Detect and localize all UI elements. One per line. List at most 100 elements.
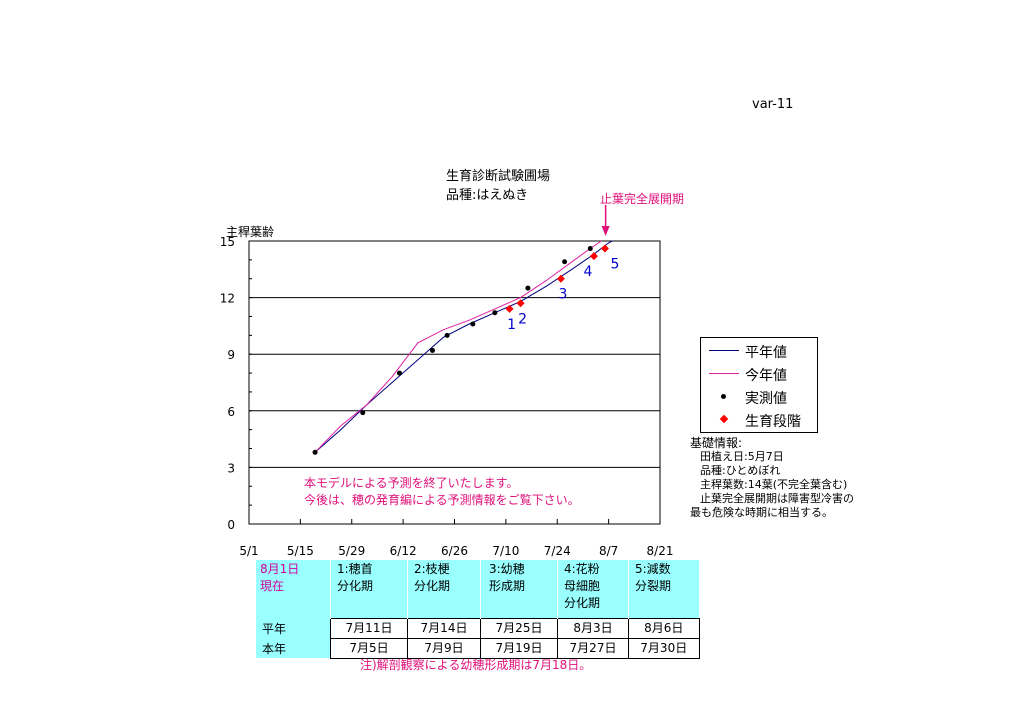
stage-header-text: 5:減数 xyxy=(635,562,671,576)
stage-label: 4 xyxy=(583,264,592,280)
stage-header-text: 母細胞 xyxy=(564,579,601,593)
stage-header-text: 形成期 xyxy=(489,579,526,593)
legend-label: 今年値 xyxy=(745,368,787,384)
legend-line-icon xyxy=(709,350,739,351)
measured-point xyxy=(312,449,318,455)
measured-point xyxy=(525,285,531,291)
measured-point xyxy=(562,259,568,265)
table-cell: 7月25日 xyxy=(480,617,558,639)
flag-leaf-annotation: 止葉完全展開期 xyxy=(600,192,685,206)
stage-point xyxy=(600,244,609,253)
y-tick-label: 9 xyxy=(227,348,235,362)
table-cell: 7月5日 xyxy=(330,637,408,659)
notice-line-1: 本モデルによる予測を終了いたします。 xyxy=(304,476,519,490)
legend-diamond-icon xyxy=(719,414,729,424)
y-tick-label: 6 xyxy=(227,405,235,419)
x-tick-label: 5/1 xyxy=(239,544,258,558)
measured-point xyxy=(396,370,402,376)
measured-point xyxy=(444,332,450,338)
table-cell: 7月11日 xyxy=(330,617,408,639)
stage-header-1: 1:穂首 分化期 xyxy=(330,560,408,618)
stage-point xyxy=(505,304,514,313)
stage-header-5: 5:減数 分裂期 xyxy=(628,560,699,618)
measured-point xyxy=(587,246,593,252)
y-tick-label: 12 xyxy=(220,292,235,306)
table-cell: 7月14日 xyxy=(407,617,481,639)
annotation-arrowhead xyxy=(601,226,610,236)
info-leaf-count: 主稈葉数:14葉(不完全葉含む) xyxy=(700,478,848,491)
stage-header-text: 分化期 xyxy=(337,579,374,593)
x-tick-label: 8/7 xyxy=(599,544,618,558)
x-tick-label: 5/29 xyxy=(338,544,365,558)
notice-line-2: 今後は、穂の発育編による予測情報をご覧下さい。 xyxy=(304,493,580,507)
stage-header-text: 1:穂首 xyxy=(337,562,373,576)
measured-point xyxy=(429,347,435,353)
table-cell: 7月9日 xyxy=(407,637,481,659)
x-tick-label: 7/24 xyxy=(544,544,571,558)
stage-point xyxy=(516,299,525,308)
stage-table: 8月1日 現在 1:穂首 分化期 2:枝梗 分化期 3:幼穂 形成期 4:花粉 … xyxy=(256,560,700,659)
x-tick-label: 6/12 xyxy=(390,544,417,558)
info-note-1: 止葉完全展開期は障害型冷害の xyxy=(700,492,854,505)
table-cell: 8月6日 xyxy=(628,617,700,639)
stage-header-4: 4:花粉 母細胞 分化期 xyxy=(557,560,629,618)
y-tick-label: 0 xyxy=(227,518,235,532)
measured-point xyxy=(360,410,366,416)
y-tick-label: 3 xyxy=(227,461,235,475)
legend-line-icon xyxy=(709,373,739,374)
x-tick-label: 5/15 xyxy=(287,544,314,558)
x-tick-label: 7/10 xyxy=(492,544,519,558)
base-info: 基礎情報: 田植え日:5月7日 品種:ひとめぼれ 主稈葉数:14葉(不完全葉含む… xyxy=(690,436,854,520)
stage-header-2: 2:枝梗 分化期 xyxy=(407,560,481,618)
stage-header-text: 分化期 xyxy=(414,579,451,593)
measured-point xyxy=(470,321,476,327)
x-tick-label: 8/21 xyxy=(647,544,674,558)
table-date-sub: 現在 xyxy=(260,579,285,593)
info-planting: 田植え日:5月7日 xyxy=(700,450,784,463)
stage-point xyxy=(556,274,565,283)
info-note-2: 最も危険な時期に相当する。 xyxy=(690,506,833,519)
table-cell: 8月3日 xyxy=(557,617,629,639)
legend-item-normal: 平年値 xyxy=(701,340,817,362)
table-row-this-year: 本年 7月5日 7月9日 7月19日 7月27日 7月30日 xyxy=(256,637,700,659)
legend-label: 平年値 xyxy=(745,345,787,361)
legend-label: 実測値 xyxy=(745,391,787,407)
series-line xyxy=(314,240,602,453)
series-line xyxy=(314,240,613,453)
stage-header-text: 2:枝梗 xyxy=(414,562,450,576)
info-title: 基礎情報: xyxy=(690,436,743,450)
stage-header-text: 分化期 xyxy=(564,596,601,610)
stage-header-text: 4:花粉 xyxy=(564,562,600,576)
table-header-row: 8月1日 現在 1:穂首 分化期 2:枝梗 分化期 3:幼穂 形成期 4:花粉 … xyxy=(256,560,699,618)
y-axis-label: 主稈葉齢 xyxy=(226,225,275,239)
stage-header-text: 3:幼穂 xyxy=(489,562,525,576)
legend-item-measured: 実測値 xyxy=(701,386,817,408)
stage-label: 3 xyxy=(558,287,567,303)
table-cell: 7月19日 xyxy=(480,637,558,659)
stage-header-text: 分裂期 xyxy=(635,579,672,593)
table-date: 8月1日 xyxy=(260,562,300,576)
legend-item-stage: 生育段階 xyxy=(701,409,817,431)
table-cell: 7月30日 xyxy=(628,637,700,659)
legend-item-this-year: 今年値 xyxy=(701,363,817,385)
chart-legend: 平年値 今年値 実測値 生育段階 xyxy=(700,337,818,433)
corner-label: var-11 xyxy=(752,97,794,112)
info-variety: 品種:ひとめぼれ xyxy=(700,464,781,477)
footnote: 注)解剖観察による幼穂形成期は7月18日。 xyxy=(360,658,592,672)
stage-label: 1 xyxy=(507,317,516,333)
legend-label: 生育段階 xyxy=(745,414,801,430)
stage-label: 2 xyxy=(518,311,527,327)
measured-point xyxy=(492,310,498,316)
table-row-normal: 平年 7月11日 7月14日 7月25日 8月3日 8月6日 xyxy=(256,617,700,639)
stage-label: 5 xyxy=(610,257,619,273)
stage-point xyxy=(589,252,598,261)
table-date-cell: 8月1日 現在 xyxy=(256,560,331,618)
chart-subtitle: 品種:はえぬき xyxy=(446,188,529,203)
x-tick-label: 6/26 xyxy=(441,544,468,558)
legend-dot-icon xyxy=(721,394,726,399)
stage-header-3: 3:幼穂 形成期 xyxy=(480,560,558,618)
chart-title: 生育診断試験圃場 xyxy=(446,169,551,184)
y-tick-label: 15 xyxy=(220,235,235,249)
row-label: 本年 xyxy=(256,638,331,658)
